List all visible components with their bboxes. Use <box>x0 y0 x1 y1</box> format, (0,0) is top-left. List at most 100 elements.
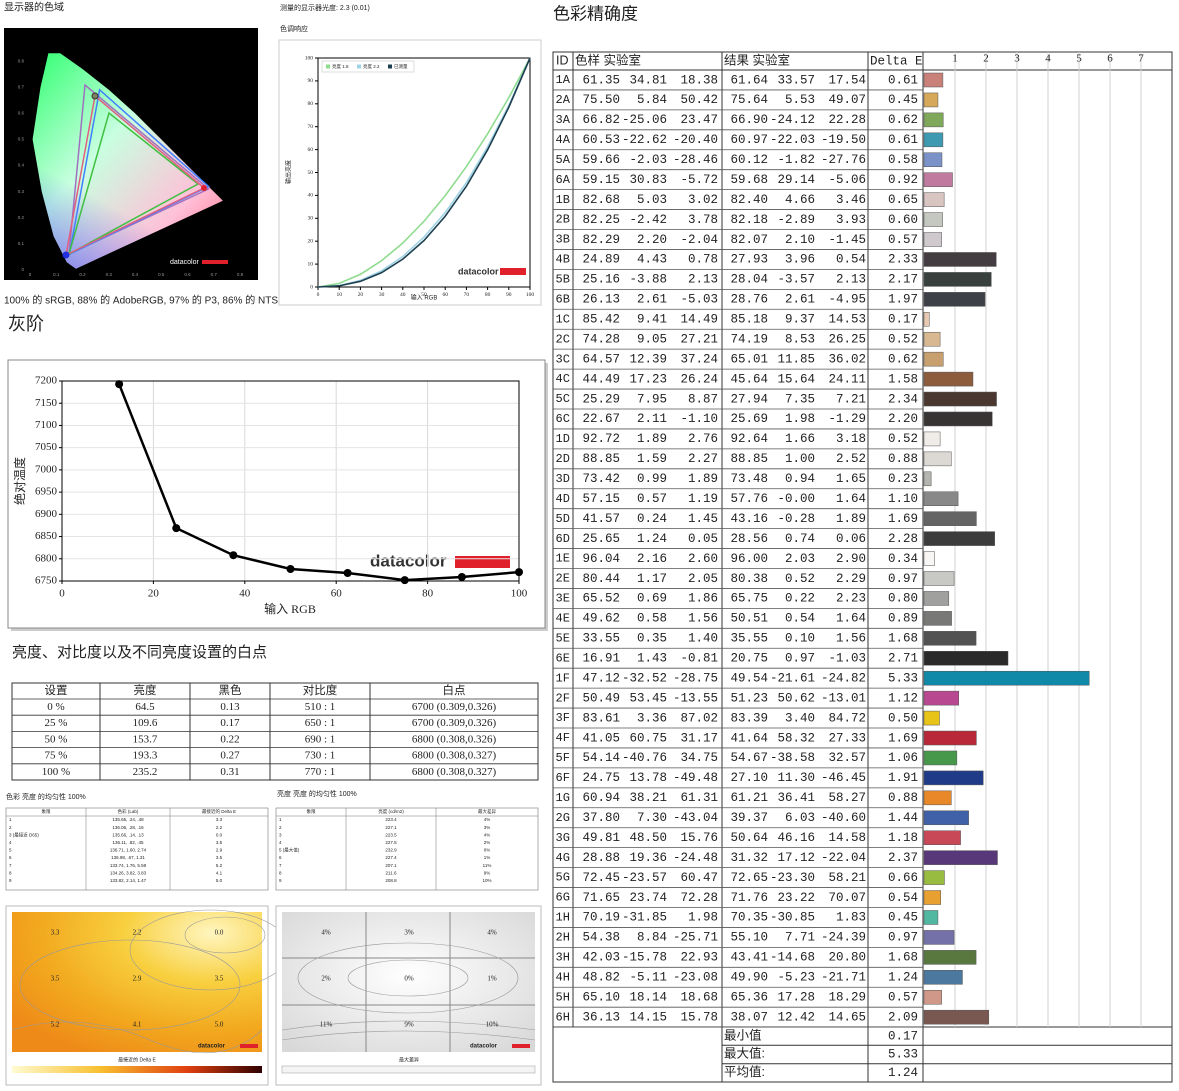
table-cell: -2.89 <box>777 213 815 227</box>
table-cell: 2.20 <box>637 233 667 247</box>
x-tick-label: 70 <box>464 292 470 298</box>
table-cell: 24.75 <box>582 771 620 785</box>
table-cell: 1.64 <box>836 612 866 626</box>
table-cell: 1.00 <box>785 452 815 466</box>
legend-label: 亮度 2.2 <box>363 63 380 70</box>
table-cell: 0.88 <box>888 452 918 466</box>
table-cell: 74.28 <box>582 332 620 346</box>
table-cell: 38.07 <box>730 1010 768 1024</box>
table-cell: -24.12 <box>770 113 815 127</box>
table-cell: 0.57 <box>888 233 918 247</box>
table-cell: 5 <box>9 848 12 853</box>
x-tick-label: 0.6 <box>184 272 191 277</box>
table-cell: 0.78 <box>688 253 718 267</box>
table-cell: 71.76 <box>730 891 768 905</box>
table-cell: 16.91 <box>582 652 620 666</box>
gamut-title: 显示器的色域 <box>4 1 64 14</box>
row-id: 1F <box>556 671 570 685</box>
table-cell: 136.98, .67, 1.31 <box>111 855 145 860</box>
table-cell: 2.61 <box>785 293 815 307</box>
table-cell: 1.24 <box>888 971 918 985</box>
row-id: 2G <box>556 811 570 825</box>
table-cell: -20.40 <box>673 133 718 147</box>
x-tick-label: 90 <box>506 292 512 298</box>
table-cell: 28.76 <box>730 293 768 307</box>
footer-value: 5.33 <box>888 1048 918 1062</box>
x-tick-label: 100 <box>526 292 535 298</box>
table-cell: 6700 (0.309,0.326) <box>412 717 497 729</box>
table-cell: 24.11 <box>828 372 866 386</box>
table-cell: 27.21 <box>680 332 718 346</box>
table-cell: -40.60 <box>821 811 866 825</box>
x-tick-label: 0.4 <box>132 272 139 277</box>
table-cell: 4.1 <box>216 870 223 875</box>
table-cell: 2.33 <box>888 253 918 267</box>
table-cell: 232.9 <box>385 848 397 853</box>
table-cell: 7.21 <box>836 392 866 406</box>
table-cell: 82.29 <box>582 233 620 247</box>
table-cell: 1.43 <box>637 652 667 666</box>
table-cell: 227.4 <box>385 855 397 860</box>
bar <box>923 451 952 467</box>
y-tick-label: 7100 <box>35 419 58 431</box>
table-cell: 235.2 <box>133 766 158 778</box>
table-cell: 73.42 <box>582 472 620 486</box>
table-cell: 0.52 <box>785 572 815 586</box>
bar <box>923 730 977 746</box>
table-cell: 85.42 <box>582 313 620 327</box>
row-id: 1A <box>556 73 571 87</box>
row-id: 4B <box>556 253 570 267</box>
bar <box>923 511 977 526</box>
row-id: 3D <box>556 472 570 486</box>
point <box>457 573 466 581</box>
footer-label: 平均值: <box>724 1064 765 1079</box>
logo: datacolor <box>170 259 199 266</box>
legend-swatch <box>357 64 361 69</box>
table-cell: 55.10 <box>730 931 768 945</box>
table-cell: 1.68 <box>888 632 918 646</box>
table-cell: 49.54 <box>730 671 768 685</box>
table-cell: 0.69 <box>637 592 667 606</box>
table-cell: 74.19 <box>730 332 768 346</box>
row-id: 5A <box>556 153 571 167</box>
table-cell: 54.38 <box>582 931 620 945</box>
x-tick-label: 2 <box>983 53 989 65</box>
table-header: 最接近的 Delta E <box>202 808 236 815</box>
x-tick-label: 0.8 <box>237 272 244 277</box>
table-cell: 23.47 <box>680 113 718 127</box>
row-id: 1H <box>556 911 570 925</box>
table-cell: 136.06, .28, .16 <box>112 825 144 830</box>
table-cell: 3.02 <box>688 193 718 207</box>
table-cell: 0.74 <box>785 532 815 546</box>
table-cell: 22.67 <box>582 412 620 426</box>
table-cell: -0.28 <box>777 512 815 526</box>
x-tick-label: 40 <box>239 588 251 600</box>
table-cell: 26.24 <box>680 372 718 386</box>
table-cell: 12.42 <box>777 1010 815 1024</box>
table-cell: 5.2 <box>216 863 223 868</box>
x-tick-label: 4 <box>1045 53 1051 65</box>
table-cell: 3.36 <box>637 711 667 725</box>
table-cell: 6800 (0.308,0.327) <box>412 766 497 778</box>
table-cell: 49.07 <box>828 93 866 107</box>
table-cell: 3.5 <box>216 855 223 860</box>
table-cell: -25.71 <box>673 931 718 945</box>
table-cell: 0.60 <box>888 213 918 227</box>
table-cell: 1.68 <box>888 951 918 965</box>
table-cell: -30.85 <box>770 911 815 925</box>
table-cell: 2.76 <box>688 432 718 446</box>
y-tick-label: 50 <box>308 170 314 176</box>
bar <box>923 491 959 506</box>
table-cell: 100 % <box>42 766 70 778</box>
bar <box>923 770 984 786</box>
table-cell: 5.03 <box>637 193 667 207</box>
table-cell: 133.74, 1.76, 5.58 <box>110 863 147 868</box>
table-cell: 2.13 <box>836 273 866 287</box>
bar <box>923 172 953 187</box>
heatmap-label: 2.9 <box>133 975 142 983</box>
table-cell: 17.23 <box>629 372 667 386</box>
table-cell: 0.57 <box>637 492 667 506</box>
heatmap-label: 3% <box>404 929 414 937</box>
table-cell: 2 <box>279 825 282 830</box>
table-cell: 0.31 <box>220 766 239 778</box>
